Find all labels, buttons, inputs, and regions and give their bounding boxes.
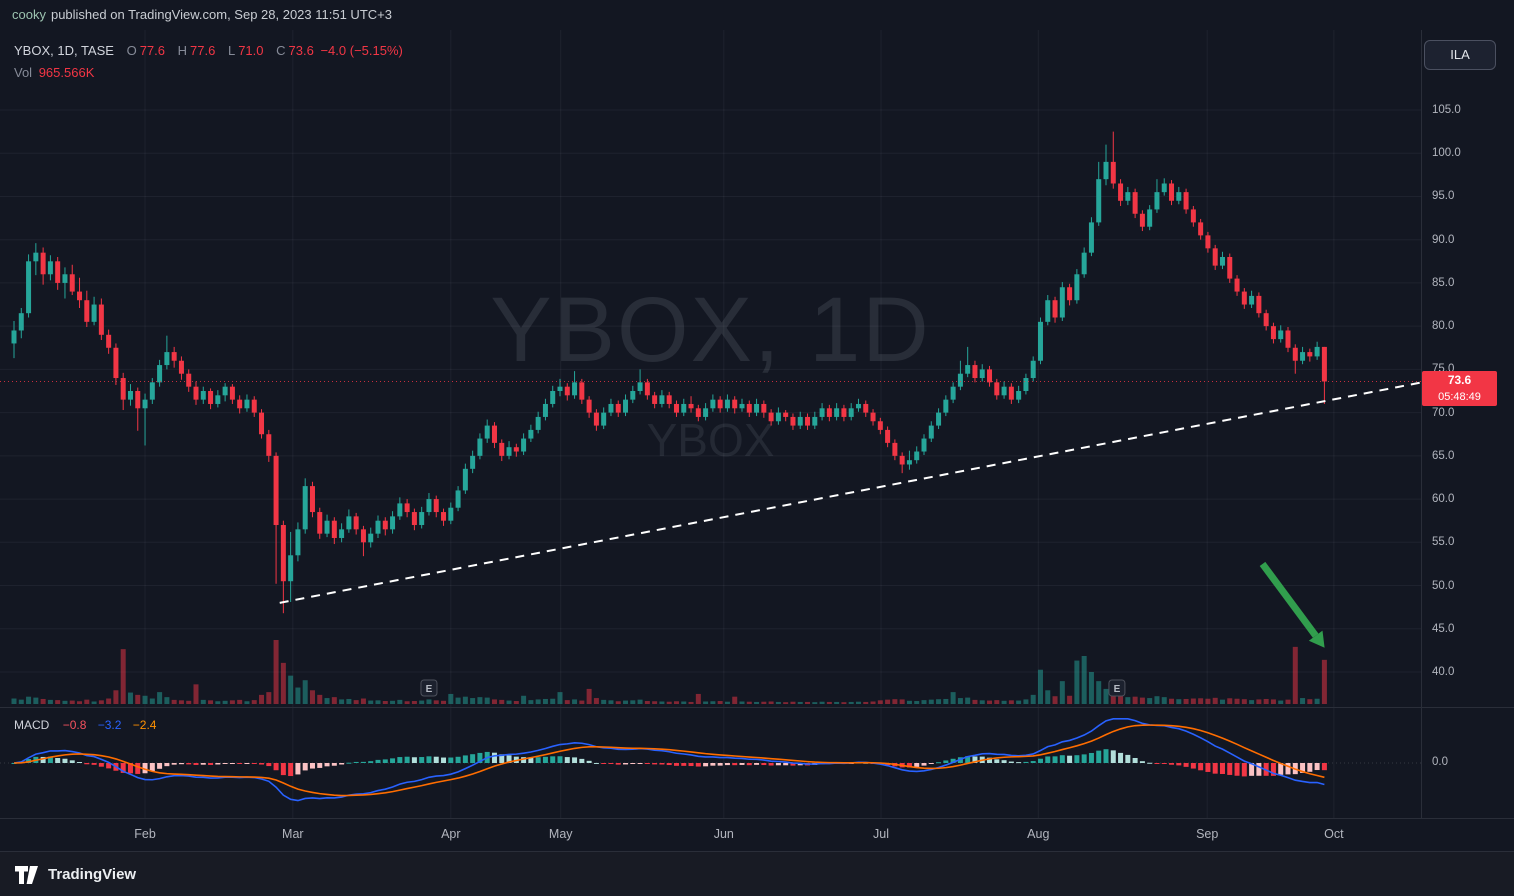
ohlc-open-value: 77.6 [139,43,166,58]
price-tick-label: 100.0 [1432,147,1461,160]
macd-legend: MACD −0.8 −3.2 −2.4 [14,718,156,732]
ohlc-high-label: H [177,43,188,58]
time-axis-label[interactable]: Oct [1324,827,1344,841]
earnings-marker[interactable]: E [420,679,438,697]
time-axis-label[interactable]: Sep [1196,827,1219,841]
volume-value: 965.566K [38,65,95,80]
price-axis[interactable]: ILA 73.6 05:48:49 0.0 105.0 100.0 95.0 90.0… [1422,30,1514,818]
pane-separator[interactable] [0,707,1514,708]
bar-countdown: 05:48:49 [1438,391,1481,404]
svg-text:E: E [1114,684,1121,695]
symbol-title[interactable]: YBOX, 1D, TASE [14,43,114,58]
price-tick-label: 95.0 [1432,190,1455,203]
macd-signal-line [13,724,1325,797]
candles-layer [11,131,1327,614]
time-axis-label[interactable]: Apr [441,827,461,841]
price-tick-label: 90.0 [1432,233,1455,246]
axis-separator [1421,30,1422,818]
time-axis-label[interactable]: Feb [134,827,156,841]
ohlc-close-value: 73.6 [288,43,314,58]
ohlc-low-value: 71.0 [238,43,264,58]
time-axis-label[interactable]: Jul [873,827,890,841]
ohlc-open-label: O [126,43,137,58]
arrow-head [1308,630,1325,648]
time-axis[interactable]: Feb Mar Apr May Jun Jul Aug Sep Oct [0,818,1514,851]
price-tick-label: 45.0 [1432,622,1455,635]
price-tick-label: 70.0 [1432,406,1455,419]
watermark-symbol: YBOX, 1D [490,279,931,381]
time-axis-label[interactable]: Jun [713,827,734,841]
earnings-marker[interactable]: E [1108,679,1126,697]
macd-histogram-value: −0.8 [62,718,87,732]
tradingview-logo[interactable] [14,864,44,886]
watermark-subtitle: YBOX [646,414,775,466]
publish-bar: cooky published on TradingView.com, Sep 2… [0,0,1514,30]
price-tick-label: 105.0 [1432,104,1461,116]
price-tick-label: 85.0 [1432,276,1455,289]
change-value: −4.0 (−5.15%) [320,43,403,58]
last-price-badge: 73.6 05:48:49 [1422,371,1497,407]
macd-title[interactable]: MACD [14,718,50,732]
price-tick-label: 60.0 [1432,493,1455,506]
time-axis-label[interactable]: Aug [1027,827,1050,841]
price-tick-label: 55.0 [1432,536,1455,549]
price-tick-label: 65.0 [1432,449,1455,462]
time-axis-label[interactable]: May [548,827,573,841]
publish-text: published on TradingView.com, Sep 28, 20… [50,7,392,22]
volume-layer [11,640,1327,704]
watermark: YBOX, 1D YBOX [0,278,1421,467]
brand-name[interactable]: TradingView [48,866,137,883]
time-axis-label[interactable]: Mar [282,827,304,841]
macd-signal-value: −2.4 [132,718,157,732]
ohlc-low-label: L [227,43,236,58]
price-tick-label: 80.0 [1432,320,1455,333]
currency-button[interactable]: ILA [1424,40,1496,70]
price-tick-label: 50.0 [1432,579,1455,592]
macd-zero-label: 0.0 [1432,756,1448,768]
publisher-username[interactable]: cooky [12,7,46,22]
price-tick-label: 40.0 [1432,666,1455,678]
volume-legend: Vol 965.566K [14,65,94,80]
symbol-legend: YBOX, 1D, TASE O 77.6 H 77.6 L 71.0 C 73.6 −… [14,43,403,58]
ohlc-close-label: C [276,43,286,58]
macd-line-value: −3.2 [97,718,122,732]
arrow-annotation[interactable] [1259,561,1319,638]
volume-label: Vol [14,65,33,80]
last-price-value: 73.6 [1447,373,1472,388]
trendline [279,381,1421,604]
svg-text:E: E [426,684,433,695]
ohlc-high-value: 77.6 [190,43,216,58]
bottom-bar: TradingView [0,851,1514,896]
